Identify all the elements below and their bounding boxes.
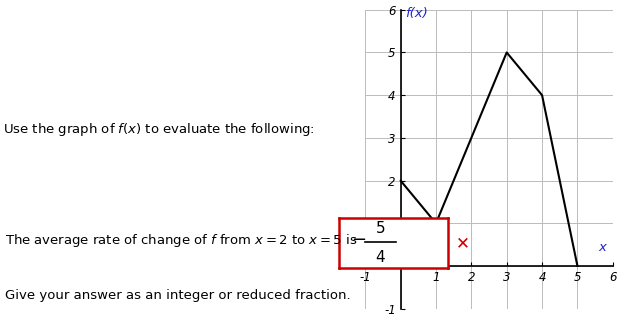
Text: 5: 5 xyxy=(376,221,385,236)
Text: The average rate of change of $f$ from $x = 2$ to $x = 5$ is: The average rate of change of $f$ from $… xyxy=(5,232,358,249)
Text: Give your answer as an integer or reduced fraction.: Give your answer as an integer or reduce… xyxy=(5,289,350,302)
Text: f(x): f(x) xyxy=(405,7,428,20)
Text: ✕: ✕ xyxy=(456,234,470,252)
Text: Use the graph of $f(x)$ to evaluate the following:: Use the graph of $f(x)$ to evaluate the … xyxy=(3,122,315,138)
Text: 4: 4 xyxy=(376,250,385,265)
Text: −: − xyxy=(351,231,366,249)
Text: x: x xyxy=(599,241,607,254)
